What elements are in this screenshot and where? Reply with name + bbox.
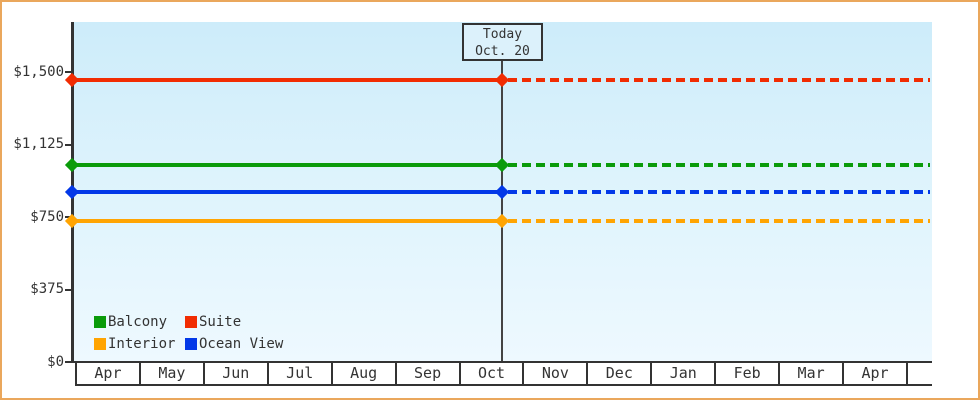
month-axis-strip: Apr May Jun Jul Aug Sep Oct Nov Dec Jan Feb Mar Apr [75,363,932,386]
price-line-dashed-ocean-view [508,190,930,195]
month-cell-empty [908,363,932,384]
month-label-aug: Aug [333,363,397,384]
month-label-apr: Apr [844,363,908,384]
month-label-may: May [141,363,205,384]
today-vertical-line [501,60,503,362]
price-line-solid-suite [72,78,503,83]
legend-item-suite: Suite [185,314,283,330]
legend-swatch-interior [94,338,106,350]
legend-swatch-ocean-view [185,338,197,350]
month-label-apr: Apr [77,363,141,384]
month-label-dec: Dec [588,363,653,384]
legend-label-suite: Suite [199,314,242,330]
y-axis-tick-mark [65,361,72,363]
price-line-dashed-balcony [508,163,930,168]
month-label-jun: Jun [205,363,269,384]
price-line-solid-interior [72,219,503,224]
y-axis-tick-mark [65,71,72,73]
x-axis-line [71,361,932,363]
y-axis-tick-mark [65,288,72,291]
legend-label-interior: Interior [108,336,176,352]
today-annotation-date: Oct. 20 [475,44,530,59]
y-axis-tick-label: $1,500 [13,63,64,80]
legend-label-balcony: Balcony [108,314,168,330]
legend-item-interior: Interior [94,336,185,352]
month-label-jul: Jul [269,363,333,384]
legend-label-ocean-view: Ocean View [199,336,284,352]
month-label-mar: Mar [780,363,845,384]
legend-swatch-balcony [94,316,106,328]
month-label-sep: Sep [397,363,461,384]
today-annotation-box: Today Oct. 20 [462,23,543,61]
month-label-jan: Jan [652,363,717,384]
y-axis-tick-label: $375 [30,281,64,297]
y-axis-tick-label: $750 [30,208,64,225]
legend-swatch-suite [185,316,197,328]
month-label-nov: Nov [524,363,589,384]
month-label-feb: Feb [716,363,781,384]
y-axis-tick-label: $1,125 [13,136,64,152]
price-line-dashed-suite [508,78,930,83]
price-line-dashed-interior [508,219,930,224]
legend-item-ocean-view: Ocean View [185,336,283,352]
y-axis-tick-mark [65,143,72,146]
price-line-solid-balcony [72,163,503,168]
y-axis-tick-label: $0 [47,353,64,370]
price-line-solid-ocean-view [72,190,503,195]
month-label-oct: Oct [461,363,525,384]
legend-item-balcony: Balcony [94,314,185,330]
today-annotation-label: Today [482,27,523,42]
chart-legend: Balcony Suite Interior Ocean View [94,314,283,352]
